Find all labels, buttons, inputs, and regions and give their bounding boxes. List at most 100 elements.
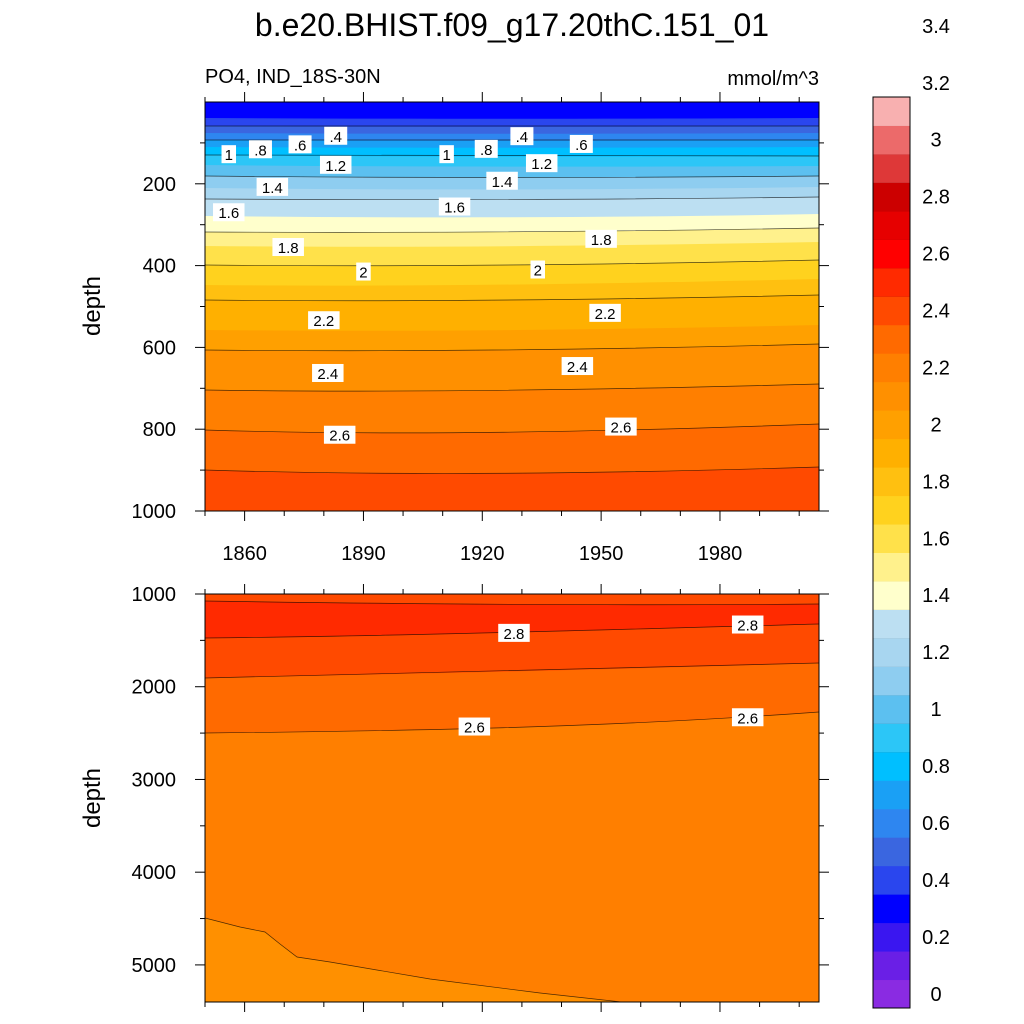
upper-ticks: 1860 1890 1920 1950 1980 200 400 600 800 1000 [132, 92, 829, 565]
y-tick-label: 2000 [132, 677, 177, 699]
svg-text:2: 2 [359, 265, 367, 282]
contour-label: .4 [324, 126, 348, 146]
y-tick-label: 800 [143, 419, 176, 441]
colorbar-swatch [873, 637, 910, 667]
colorbar-swatch [873, 837, 910, 867]
colorbar-swatch [873, 381, 910, 411]
lower-contour-fill [205, 594, 819, 1002]
colorbar-swatch [873, 808, 910, 838]
colorbar-swatch [873, 324, 910, 354]
contour-label: .6 [569, 134, 593, 154]
upper-y-axis-label: depth [79, 276, 106, 336]
colorbar-label: 0.4 [922, 870, 950, 892]
svg-text:1.6: 1.6 [444, 200, 465, 217]
lower-y-axis-label: depth [79, 768, 106, 828]
colorbar-swatch [873, 666, 910, 696]
colorbar-label: 1.2 [922, 642, 950, 664]
colorbar-label: 2.2 [922, 357, 950, 379]
svg-text:2.2: 2.2 [595, 306, 616, 323]
contour-label: 2.6 [323, 425, 356, 445]
colorbar-swatch [873, 524, 910, 553]
y-tick-label: 5000 [132, 955, 177, 977]
svg-text:2.6: 2.6 [611, 420, 632, 437]
svg-text:1.8: 1.8 [591, 232, 612, 249]
svg-text:1: 1 [442, 147, 450, 164]
contour-label: 1.2 [525, 154, 558, 173]
colorbar-swatch [873, 410, 910, 440]
svg-text:1.8: 1.8 [278, 240, 299, 257]
y-tick-label: 400 [143, 256, 176, 278]
colorbar-swatch [873, 979, 910, 1009]
x-tick-label: 1950 [579, 543, 624, 565]
colorbar-label: 3.4 [922, 16, 950, 38]
x-tick-label: 1860 [222, 543, 267, 565]
colorbar-swatch [873, 182, 910, 212]
svg-text:2.4: 2.4 [567, 359, 588, 376]
colorbar-swatch [873, 751, 910, 781]
svg-text:2.6: 2.6 [329, 428, 350, 445]
y-tick-label: 4000 [132, 862, 177, 884]
contour-label: 1.6 [438, 197, 471, 217]
contour-label: 2.8 [498, 623, 530, 643]
contour-label: 2.2 [308, 311, 340, 330]
colorbar: 0 0.2 0.4 0.6 0.8 1 1.2 1.4 1.6 1.8 2 2.2 2.4 2.6 2.8 3… [872, 16, 950, 1009]
colorbar-label: 0 [930, 984, 941, 1006]
svg-text:.4: .4 [516, 129, 529, 146]
y-tick-label: 600 [143, 337, 176, 359]
colorbar-swatch [873, 296, 910, 326]
svg-text:1.4: 1.4 [492, 174, 513, 191]
colorbar-label: 1 [930, 699, 941, 721]
y-tick-label: 3000 [132, 769, 177, 791]
colorbar-label: 1.4 [922, 585, 950, 607]
colorbar-swatch [873, 552, 910, 582]
colorbar-swatch [873, 865, 910, 895]
contour-label: 2.4 [561, 357, 594, 376]
contour-label: 1.8 [272, 238, 304, 257]
contour-label: 2.4 [312, 363, 344, 383]
svg-text:1: 1 [225, 147, 233, 164]
colorbar-label: 2.6 [922, 244, 950, 266]
contour-label: 2.2 [589, 303, 621, 323]
colorbar-swatch [873, 153, 910, 183]
svg-text:1.2: 1.2 [325, 158, 346, 175]
x-tick-label: 1890 [341, 543, 386, 565]
colorbar-swatch [873, 609, 910, 639]
svg-text:2.6: 2.6 [464, 720, 485, 737]
colorbar-swatch [873, 894, 910, 924]
colorbar-label: 1.6 [922, 528, 950, 550]
colorbar-swatch [873, 922, 910, 952]
y-tick-label: 200 [143, 174, 176, 196]
contour-label: 2 [356, 262, 371, 282]
contour-label: 1.4 [486, 171, 518, 191]
colorbar-label: 0.2 [922, 927, 950, 949]
contour-label: .8 [474, 139, 498, 159]
colorbar-label: 1.8 [922, 471, 950, 493]
svg-text:2.4: 2.4 [317, 366, 338, 383]
upper-contour-fill [205, 102, 819, 511]
lower-ticks: 1000 2000 3000 4000 5000 [132, 584, 829, 1012]
colorbar-swatch [873, 467, 910, 497]
colorbar-label: 0.6 [922, 813, 950, 835]
colorbar-label: 3.2 [922, 73, 950, 95]
svg-text:.6: .6 [294, 137, 307, 154]
colorbar-frame [872, 96, 911, 1009]
colorbar-swatch [873, 780, 910, 810]
svg-text:2.6: 2.6 [737, 710, 758, 727]
svg-text:2: 2 [534, 263, 542, 280]
contour-label: 1 [439, 145, 454, 164]
svg-text:.4: .4 [329, 129, 342, 146]
colorbar-swatch [873, 723, 910, 753]
colorbar-swatch [873, 97, 910, 126]
contour-label: 1 [221, 145, 237, 164]
contour-label: 1.4 [256, 177, 289, 197]
colorbar-label: 2 [930, 414, 941, 436]
svg-text:.6: .6 [575, 137, 588, 154]
colorbar-swatch [873, 239, 910, 269]
contour-label: .6 [288, 135, 312, 154]
y-tick-label: 1000 [132, 501, 177, 523]
colorbar-swatch [873, 580, 910, 610]
colorbar-swatch [873, 694, 910, 724]
colorbar-swatch [873, 438, 910, 468]
